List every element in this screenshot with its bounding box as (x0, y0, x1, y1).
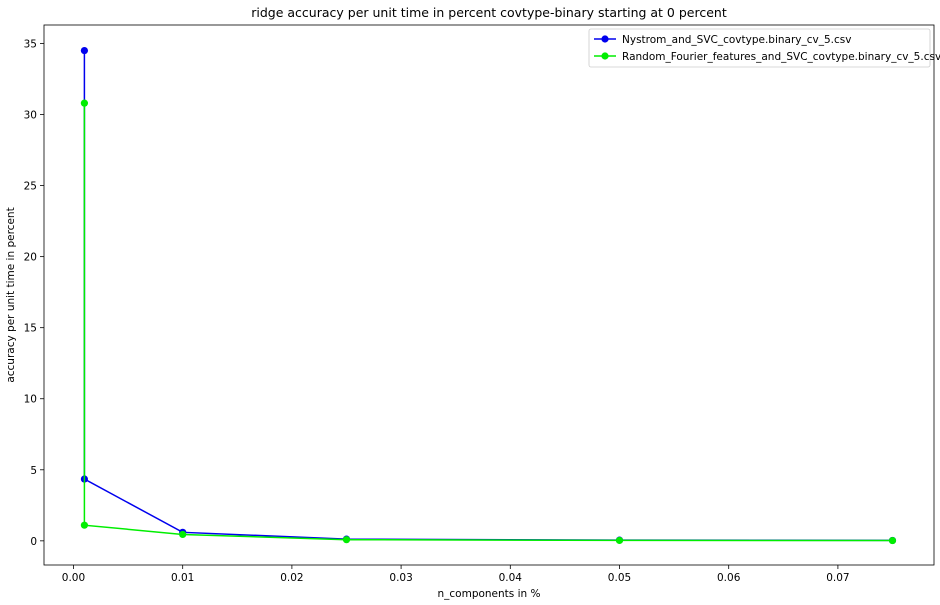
data-point (615, 536, 624, 545)
x-tick-label: 0.05 (608, 572, 631, 584)
data-point (179, 530, 187, 539)
x-tick-label: 0.00 (62, 572, 85, 584)
plot-frame (43, 24, 935, 566)
series-layer (80, 46, 897, 545)
y-tick-label: 15 (24, 323, 37, 335)
legend-label: Random_Fourier_features_and_SVC_covtype.… (622, 51, 940, 63)
y-axis: 0 5 10 15 20 25 30 35 (24, 38, 44, 548)
x-axis-label: n_components in % (437, 588, 540, 600)
plot-area (43, 24, 935, 566)
x-tick-label: 0.06 (717, 572, 741, 584)
y-tick-label: 25 (24, 181, 37, 193)
data-point (342, 536, 351, 544)
y-axis-label: accuracy per unit time in percent (5, 207, 17, 382)
chart-title: ridge accuracy per unit time in percent … (251, 5, 727, 20)
x-tick-label: 0.04 (499, 572, 523, 584)
x-axis: 0.00 0.01 0.02 0.03 0.04 0.05 0.06 0.07 (62, 565, 850, 584)
legend-box (588, 28, 931, 68)
y-tick-label: 35 (24, 38, 37, 50)
x-tick-label: 0.01 (171, 572, 194, 584)
legend-marker (601, 35, 609, 43)
data-point (80, 46, 89, 55)
x-tick-label: 0.07 (826, 572, 849, 584)
y-tick-label: 5 (30, 465, 37, 477)
legend-label: Nystrom_and_SVC_covtype.binary_cv_5.csv (622, 34, 851, 46)
legend: Nystrom_and_SVC_covtype.binary_cv_5.csv R… (588, 28, 940, 68)
x-tick-label: 0.02 (280, 572, 303, 584)
series-line (83, 103, 893, 542)
legend-marker (601, 52, 609, 60)
series-2 (80, 99, 897, 545)
y-tick-label: 30 (24, 110, 37, 122)
data-point (80, 521, 89, 529)
y-tick-label: 10 (24, 394, 37, 406)
data-point (80, 99, 89, 107)
x-tick-label: 0.03 (389, 572, 412, 584)
y-tick-label: 20 (24, 252, 37, 264)
data-point (888, 536, 897, 545)
y-tick-label: 0 (30, 536, 37, 548)
